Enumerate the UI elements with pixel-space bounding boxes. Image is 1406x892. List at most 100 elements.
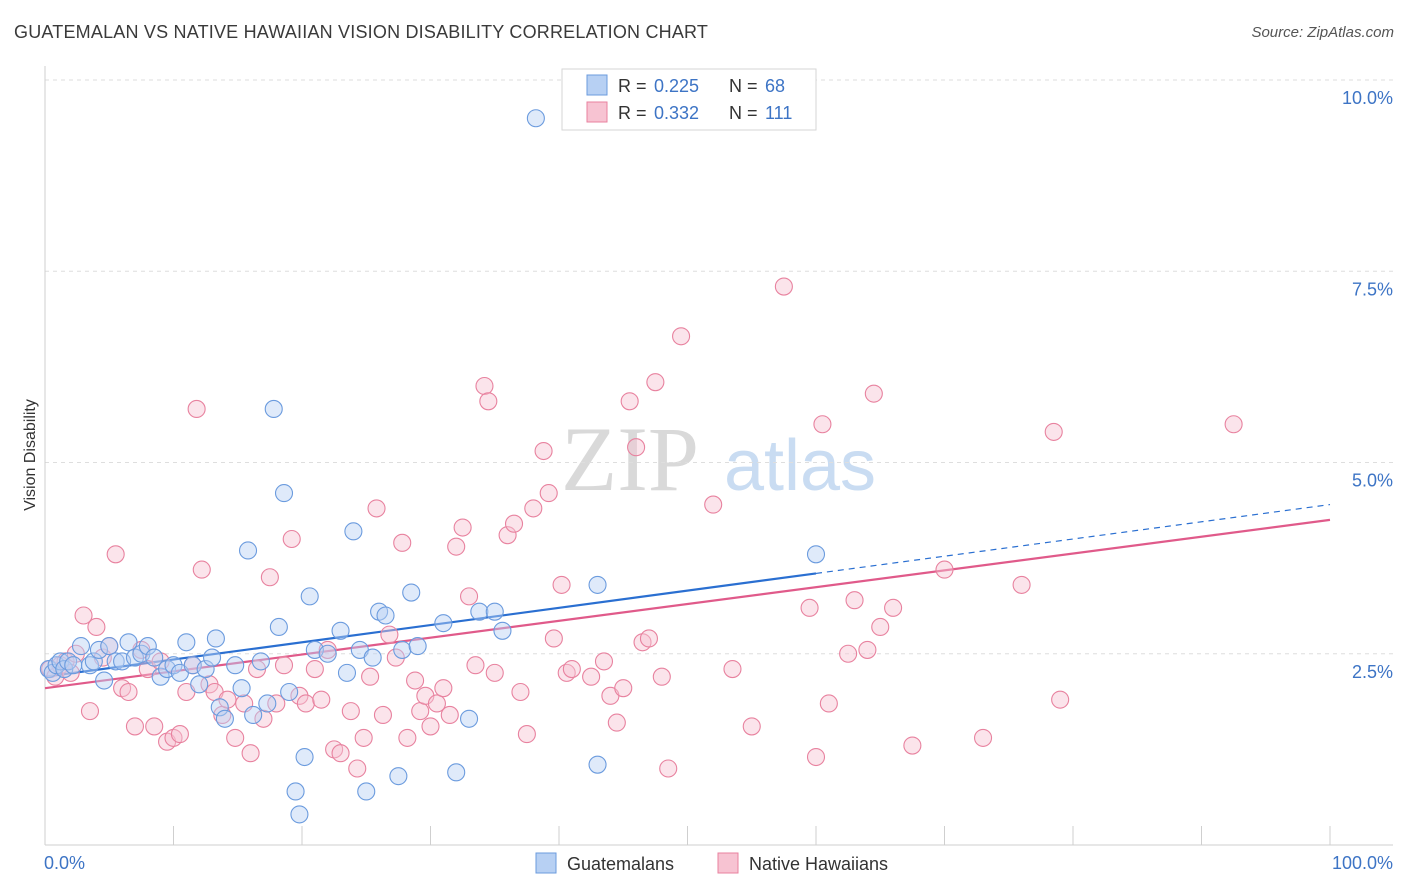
point-native-hawaiians-108 [903,736,922,755]
point-guatemalans-59 [408,637,427,656]
point-native-hawaiians-39 [290,686,309,705]
point-guatemalans-11 [95,671,114,690]
point-native-hawaiians-35 [260,568,279,587]
point-guatemalans-35 [244,705,263,725]
points-layer [39,109,1243,824]
point-guatemalans-68 [588,755,607,774]
point-native-hawaiians-48 [354,728,373,747]
y-tick-label-2: 7.5% [1352,279,1393,299]
stats-legend-n-value-guatemalans: 68 [765,76,785,96]
point-native-hawaiians-65 [459,587,479,606]
point-guatemalans-26 [190,675,209,694]
point-native-hawaiians-78 [552,575,571,594]
point-native-hawaiians-95 [723,659,742,679]
point-native-hawaiians-93 [672,327,691,346]
point-guatemalans-58 [402,583,421,602]
point-guatemalans-18 [138,637,157,656]
y-tick-label-0: 2.5% [1352,662,1393,682]
stats-legend-r-value-guatemalans: 0.225 [654,76,699,96]
series-legend: Guatemalans Native Hawaiians [535,852,888,874]
point-native-hawaiians-32 [241,744,260,763]
point-native-hawaiians-107 [884,598,903,617]
point-native-hawaiians-6 [74,606,93,625]
watermark-zip: ZIP [561,408,699,510]
axis-layer: 2.5% 5.0% 7.5% 10.0% [44,66,1393,846]
point-native-hawaiians-7 [80,702,100,721]
point-guatemalans-12 [100,637,119,656]
point-native-hawaiians-56 [406,671,425,690]
point-native-hawaiians-96 [742,717,761,736]
point-native-hawaiians-101 [819,694,838,713]
point-native-hawaiians-66 [466,656,485,675]
point-native-hawaiians-24 [187,399,206,419]
point-guatemalans-32 [226,656,245,675]
point-native-hawaiians-30 [226,728,245,747]
point-native-hawaiians-91 [652,667,671,686]
point-guatemalans-42 [286,782,305,801]
point-native-hawaiians-54 [393,533,412,552]
point-guatemalans-44 [295,747,314,767]
point-guatemalans-10 [89,640,109,659]
point-native-hawaiians-99 [806,747,826,767]
point-guatemalans-38 [264,399,283,419]
point-native-hawaiians-81 [582,667,601,686]
point-native-hawaiians-37 [274,656,294,675]
point-guatemalans-47 [318,644,337,663]
chart-title: GUATEMALAN VS NATIVE HAWAIIAN VISION DIS… [14,22,709,42]
point-guatemalans-22 [164,656,183,675]
series-legend-swatch-native-hawaiians [717,852,739,874]
point-guatemalans-33 [232,679,251,698]
y-axis-label: Vision Disability [22,399,39,511]
series-legend-swatch-guatemalans [535,852,557,874]
point-native-hawaiians-77 [544,629,563,648]
point-native-hawaiians-13 [119,682,138,702]
point-guatemalans-48 [331,621,350,640]
point-guatemalans-66 [526,109,545,128]
point-guatemalans-19 [145,648,164,667]
point-native-hawaiians-29 [218,690,237,709]
point-native-hawaiians-53 [386,648,405,667]
point-native-hawaiians-109 [935,560,954,579]
point-native-hawaiians-51 [373,705,393,725]
point-guatemalans-64 [485,602,504,621]
point-native-hawaiians-69 [485,663,504,682]
point-guatemalans-7 [71,637,91,656]
point-native-hawaiians-34 [254,709,273,728]
stats-legend-r-label-native-hawaiians: R = [618,103,652,123]
point-guatemalans-62 [459,709,479,728]
point-native-hawaiians-43 [318,640,337,659]
point-guatemalans-45 [300,587,319,606]
point-native-hawaiians-86 [620,392,639,411]
point-native-hawaiians-38 [282,529,301,549]
point-guatemalans-57 [393,640,412,659]
point-native-hawaiians-84 [607,713,626,732]
trend-line-1 [44,518,1331,690]
trend-line-0 [44,572,817,678]
point-native-hawaiians-8 [87,617,106,637]
point-native-hawaiians-42 [312,690,331,709]
point-native-hawaiians-50 [367,499,386,518]
point-native-hawaiians-55 [398,728,417,747]
point-guatemalans-52 [357,782,376,801]
point-guatemalans-9 [84,652,103,671]
point-guatemalans-36 [251,652,270,671]
point-native-hawaiians-60 [427,694,446,713]
point-native-hawaiians-80 [562,659,581,679]
point-guatemalans-28 [203,648,222,667]
point-native-hawaiians-100 [813,415,832,434]
point-native-hawaiians-21 [170,725,189,744]
point-guatemalans-41 [280,682,299,702]
point-native-hawaiians-89 [639,629,659,648]
point-native-hawaiians-103 [845,591,864,610]
point-guatemalans-50 [344,522,363,541]
point-native-hawaiians-25 [192,560,211,579]
point-native-hawaiians-85 [614,679,633,698]
point-native-hawaiians-74 [524,499,543,518]
point-native-hawaiians-98 [800,598,819,617]
point-native-hawaiians-110 [973,728,993,747]
point-native-hawaiians-17 [145,717,164,736]
point-native-hawaiians-92 [659,759,678,778]
point-guatemalans-49 [337,663,357,682]
point-native-hawaiians-47 [348,759,367,778]
point-native-hawaiians-59 [421,717,440,736]
